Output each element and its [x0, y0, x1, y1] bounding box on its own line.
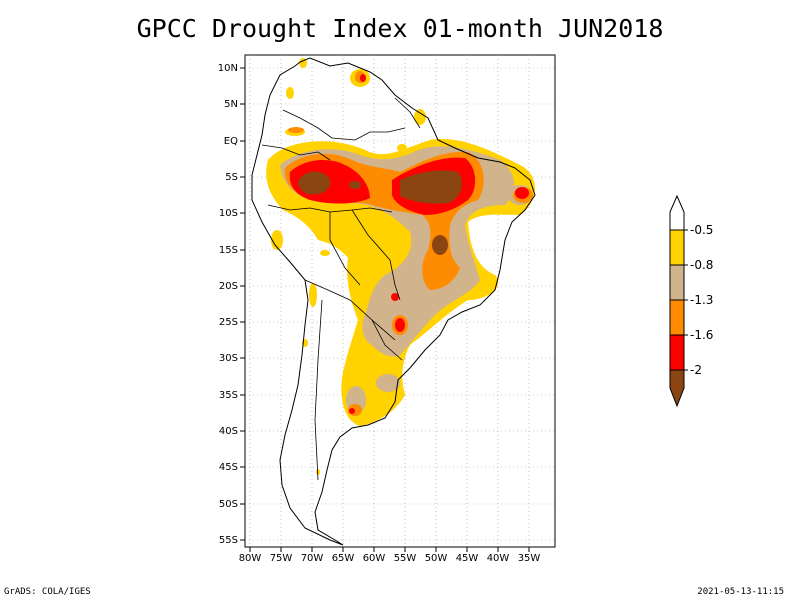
- colorbar-label: -1.3: [690, 293, 713, 307]
- lat-label: EQ: [224, 136, 238, 147]
- map-title: GPCC Drought Index 01-month JUN2018: [136, 14, 664, 43]
- lat-label: 50S: [219, 499, 238, 510]
- colorbar-tick-marks: [684, 229, 688, 371]
- country-borders: [261, 97, 421, 481]
- lon-label: 35W: [518, 553, 541, 564]
- coastline: [251, 57, 536, 546]
- lat-label: 20S: [219, 281, 238, 292]
- lat-label: 55S: [219, 535, 238, 546]
- lat-label: 15S: [219, 245, 238, 256]
- lat-label: 5N: [224, 99, 238, 110]
- colorbar-label: -2: [690, 363, 702, 377]
- lon-label: 70W: [301, 553, 324, 564]
- colorbar-labels: -0.5 -0.8 -1.3 -1.6 -2: [690, 223, 713, 377]
- latitude-labels: 10N 5N EQ 5S 10S 15S 20S 25S 30S 35S 40S…: [218, 63, 238, 546]
- colorbar-segment: [669, 264, 685, 301]
- lat-label: 10S: [219, 208, 238, 219]
- lat-label: 30S: [219, 353, 238, 364]
- latitude-ticks: [240, 67, 245, 541]
- lon-label: 55W: [394, 553, 417, 564]
- colorbar-label: -1.6: [690, 328, 713, 342]
- drought-record-areas: [297, 170, 463, 255]
- lat-label: 25S: [219, 317, 238, 328]
- lon-label: 40W: [487, 553, 510, 564]
- longitude-ticks: [249, 547, 530, 552]
- colorbar-label: -0.8: [690, 258, 713, 272]
- colorbar-segment: [669, 334, 685, 371]
- lon-label: 80W: [239, 553, 262, 564]
- colorbar-label: -0.5: [690, 223, 713, 237]
- colorbar-segment-bottom: [669, 369, 685, 408]
- lon-label: 60W: [363, 553, 386, 564]
- colorbar-legend: [669, 194, 685, 408]
- longitude-labels: 80W 75W 70W 65W 60W 55W 50W 45W 40W 35W: [239, 553, 541, 564]
- lon-label: 75W: [270, 553, 293, 564]
- lat-label: 10N: [218, 63, 238, 74]
- lon-label: 65W: [332, 553, 355, 564]
- lon-label: 50W: [425, 553, 448, 564]
- lon-label: 45W: [456, 553, 479, 564]
- lat-label: 40S: [219, 426, 238, 437]
- lat-label: 35S: [219, 390, 238, 401]
- lat-label: 45S: [219, 462, 238, 473]
- colorbar-segment: [669, 229, 685, 266]
- colorbar-segment-top: [669, 194, 685, 231]
- footer-credit: GrADS: COLA/IGES: [4, 587, 91, 597]
- colorbar-segment: [669, 299, 685, 336]
- lat-label: 5S: [225, 172, 238, 183]
- footer-timestamp: 2021-05-13-11:15: [697, 587, 784, 597]
- drought-fields: [266, 58, 535, 475]
